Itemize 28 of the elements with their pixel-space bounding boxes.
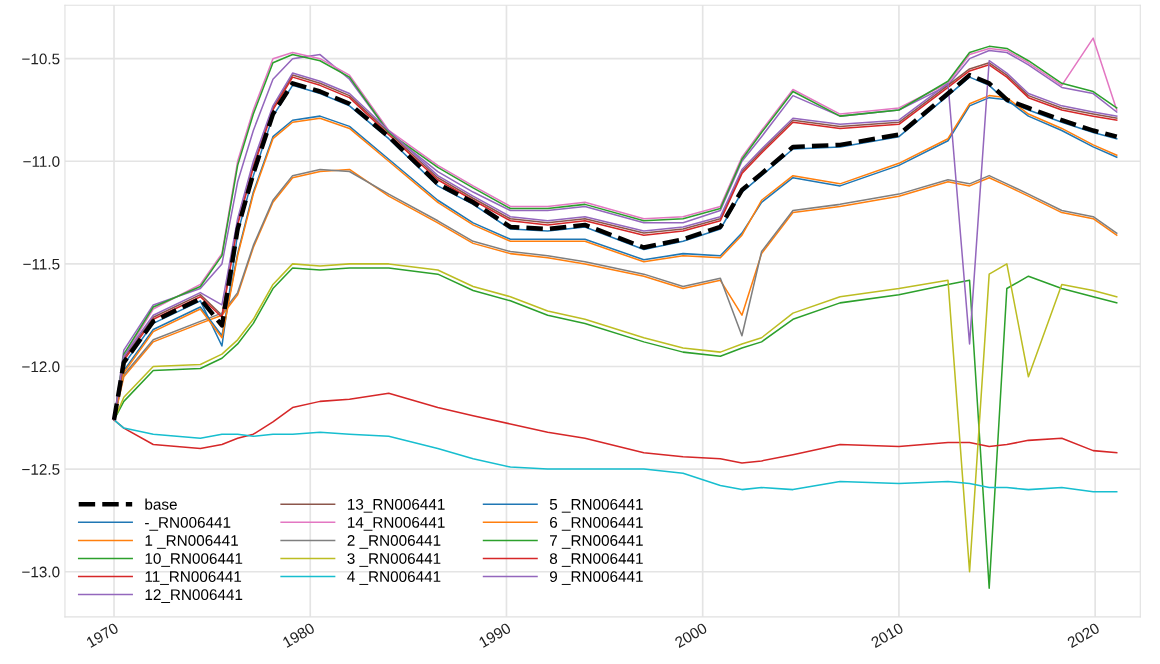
x-tick-label: 2010 — [870, 622, 905, 649]
x-tick-label: 1970 — [85, 622, 120, 648]
legend-label: 2 _RN006441 — [347, 535, 441, 549]
legend-label: -_RN006441 — [145, 517, 231, 531]
y-tick-label: −12.0 — [22, 361, 60, 373]
legend-label: 13_RN006441 — [347, 498, 445, 513]
x-tick-label: 1990 — [478, 622, 512, 648]
y-tick-label: −13.0 — [22, 566, 60, 578]
legend-label: 6 _RN006441 — [550, 517, 643, 531]
x-tick-label: 2020 — [1066, 622, 1101, 649]
legend-label: 8 _RN006441 — [549, 553, 643, 567]
y-tick-label: −12.5 — [22, 463, 60, 475]
y-tick-label: −11.0 — [23, 156, 60, 167]
x-tick-label: 2000 — [674, 622, 708, 649]
legend-label: 9 _RN006441 — [549, 571, 643, 585]
legend-label: 4 _RN006441 — [347, 571, 441, 585]
legend-label: 11_RN006441 — [145, 571, 242, 585]
y-tick-label: −11.5 — [23, 258, 60, 270]
y-tick-label: −10.5 — [22, 53, 60, 65]
legend-label: 7 _RN006441 — [550, 535, 643, 549]
legend-label: 12_RN006441 — [145, 589, 243, 603]
x-tick-label: 1980 — [282, 622, 316, 648]
legend-label: 3 _RN006441 — [347, 553, 441, 567]
legend-label: 14_RN006441 — [347, 517, 445, 531]
legend-label: 5 _RN006441 — [549, 498, 643, 513]
legend-label: 1 _RN006441 — [145, 535, 238, 549]
legend-label: 10_RN006441 — [145, 553, 243, 567]
legend-label: base — [145, 498, 177, 510]
